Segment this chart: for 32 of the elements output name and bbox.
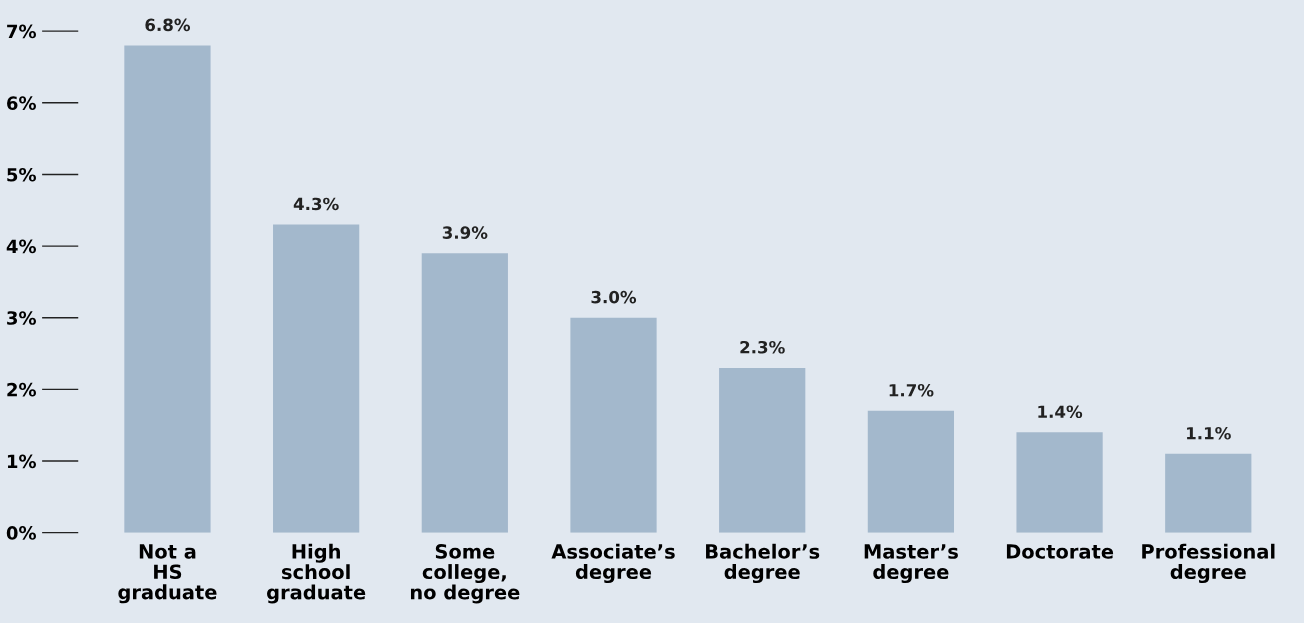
y-tick-label: 2% [7, 382, 36, 397]
bar [719, 367, 806, 533]
x-tick-label: Bachelor’s degree [706, 543, 820, 584]
data-label: 3.9% [442, 226, 488, 239]
y-tick-label: 5% [7, 167, 36, 182]
y-tick-label: 6% [7, 96, 36, 110]
bar [1165, 453, 1252, 533]
x-tick-label: Professional degree [1142, 543, 1275, 584]
x-tick-label: Not a HS graduate [118, 544, 217, 604]
bar [124, 45, 211, 533]
y-tick-label: 0% [6, 526, 36, 540]
y-tick-label: 4% [6, 239, 36, 254]
bar [273, 224, 360, 533]
y-tick-label: 3% [7, 311, 36, 325]
x-tick-label: Master’s degree [864, 544, 958, 584]
data-label: 1.4% [1038, 405, 1083, 419]
x-tick-label: High school graduate [267, 543, 366, 604]
bar [570, 317, 657, 533]
data-label: 1.1% [1187, 426, 1231, 440]
x-tick-label: Some college, no degree [410, 544, 520, 604]
data-label: 4.3% [293, 197, 339, 211]
y-tick-label: 1% [7, 454, 36, 469]
y-tick-label: 7% [7, 24, 36, 39]
data-label: 6.8% [145, 18, 191, 32]
data-label: 2.3% [740, 340, 785, 354]
data-label: 1.7% [889, 383, 934, 397]
bar [1016, 432, 1103, 533]
bar [421, 253, 508, 533]
data-label: 3.0% [591, 290, 637, 304]
x-tick-label: Associate’s degree [551, 543, 675, 584]
x-tick-label: Doctorate [1006, 544, 1114, 559]
bar [867, 410, 955, 533]
